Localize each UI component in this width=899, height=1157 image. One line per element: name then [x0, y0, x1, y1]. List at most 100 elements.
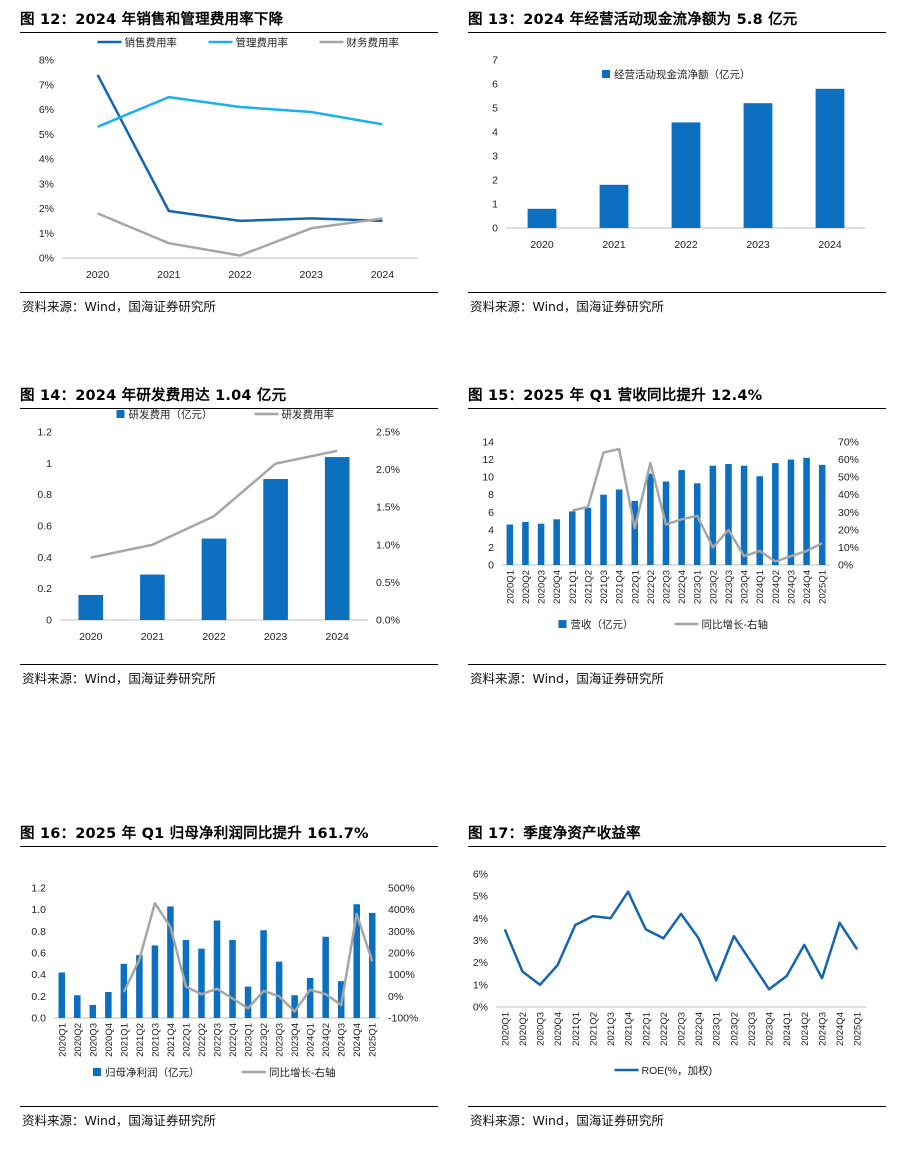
- source-note: 资料来源：Wind，国海证券研究所: [22, 1113, 216, 1128]
- x-tick-label: 2021Q2: [588, 1012, 599, 1046]
- y2-tick-label: 60%: [838, 454, 859, 466]
- bar: [263, 479, 288, 620]
- title-rule: [20, 32, 438, 33]
- y-tick-label: 1.0: [31, 904, 46, 916]
- x-tick-label: 2022Q3: [677, 1012, 688, 1046]
- x-tick-label: 2023Q4: [740, 570, 751, 604]
- y-tick-label: 0: [488, 560, 494, 572]
- x-tick-label: 2022Q3: [213, 1023, 224, 1057]
- bar: [58, 972, 66, 1018]
- bar: [709, 465, 717, 565]
- x-tick-label: 2020Q4: [553, 1012, 564, 1046]
- x-tick-label: 2022Q1: [641, 1012, 652, 1046]
- y2-tick-label: 200%: [388, 948, 415, 960]
- source-rule: [20, 664, 438, 665]
- y-tick-label: 0: [492, 223, 498, 235]
- x-tick-label: 2023: [264, 631, 288, 643]
- y-tick-label: 2%: [39, 203, 54, 215]
- y-tick-label: 1: [492, 199, 498, 211]
- bar: [182, 940, 190, 1018]
- y2-tick-label: 300%: [388, 926, 415, 938]
- bar: [631, 500, 639, 565]
- y2-tick-label: 0%: [388, 991, 403, 1003]
- x-tick-label: 2023Q3: [275, 1023, 286, 1057]
- x-tick-label: 2024: [818, 239, 842, 251]
- y-tick-label: 0: [46, 615, 52, 627]
- y-tick-label: 1: [46, 458, 52, 470]
- source-note: 资料来源：Wind，国海证券研究所: [470, 671, 664, 686]
- x-tick-label: 2022Q4: [694, 1012, 705, 1046]
- figure-13: 图 13：2024 年经营活动现金流净额为 5.8 亿元 0 1 2 3 4 5 6 7 202…: [468, 8, 886, 318]
- x-tick-label: 2024Q3: [337, 1023, 348, 1057]
- source-rule: [468, 292, 886, 293]
- chart-12: 0% 1% 2% 3% 4% 5% 6% 7% 8% 2020 2021 2022 2023 2024 销售…: [39, 36, 418, 281]
- bar: [198, 948, 205, 1018]
- y-tick-label: 0.2: [31, 991, 46, 1003]
- bar: [787, 459, 795, 565]
- x-tick-label: 2020Q2: [518, 1012, 529, 1046]
- x-tick-label: 2021: [157, 269, 181, 281]
- x-tick-label: 2024Q4: [835, 1012, 846, 1046]
- figure-15: 图 15：2025 年 Q1 营收同比提升 12.4% 0 2 4 6 8 10 12 14 0…: [468, 384, 886, 694]
- y2-tick-label: 10%: [838, 542, 859, 554]
- y2-tick-label: 20%: [838, 524, 859, 536]
- x-tick-label: 2024Q3: [817, 1012, 828, 1046]
- source-rule: [20, 1106, 438, 1107]
- x-tick-label: 2023Q2: [708, 570, 719, 604]
- bar: [803, 457, 810, 565]
- source-note: 资料来源：Wind，国海证券研究所: [470, 1113, 664, 1128]
- y-tick-label: 7: [492, 55, 498, 67]
- x-tick-label: 2021Q2: [583, 570, 594, 604]
- x-tick-label: 2025Q1: [368, 1023, 379, 1057]
- y-tick-label: 6: [492, 79, 498, 91]
- bar: [537, 523, 545, 565]
- series-line: [90, 449, 338, 559]
- bar: [599, 184, 629, 228]
- bar: [291, 995, 298, 1018]
- bar: [167, 906, 174, 1018]
- y-tick-label: 8%: [39, 55, 54, 67]
- legend-label: 管理费用率: [236, 36, 289, 49]
- source-rule: [468, 1106, 886, 1107]
- x-tick-label: 2024Q4: [802, 570, 813, 604]
- bar: [74, 995, 81, 1018]
- y-tick-label: 0%: [473, 1002, 488, 1014]
- source-note: 资料来源：Wind，国海证券研究所: [22, 671, 216, 686]
- figure-title: 图 16：2025 年 Q1 归母净利润同比提升 161.7%: [20, 826, 369, 842]
- title-rule: [468, 32, 886, 33]
- series-line: [97, 95, 383, 128]
- x-tick-label: 2020: [86, 269, 110, 281]
- y-tick-label: 0.6: [37, 521, 52, 533]
- bar: [818, 464, 826, 565]
- y-tick-label: 5: [492, 103, 498, 115]
- x-tick-label: 2024Q2: [321, 1023, 332, 1057]
- x-tick-label: 2021Q1: [568, 570, 579, 604]
- y-tick-label: 1%: [39, 228, 54, 240]
- x-tick-label: 2024Q1: [306, 1023, 317, 1057]
- bar: [522, 521, 529, 565]
- y2-tick-label: 0%: [838, 560, 853, 572]
- legend-label: 营收（亿元）: [571, 618, 634, 631]
- x-tick-label: 2020: [530, 239, 554, 251]
- bar: [368, 912, 376, 1018]
- x-tick-label: 2021Q2: [135, 1023, 146, 1057]
- bar: [213, 920, 221, 1018]
- chart-13: 0 1 2 3 4 5 6 7 2020 2021 2022 2023 2024 经营活动现金流净额（亿元…: [492, 55, 866, 251]
- y-tick-label: 6: [488, 507, 494, 519]
- x-tick-label: 2020Q4: [552, 570, 563, 604]
- legend-swatch: [558, 620, 567, 628]
- x-tick-label: 2022: [228, 269, 252, 281]
- y-tick-label: 0.8: [31, 926, 46, 938]
- y2-tick-label: 70%: [838, 437, 859, 449]
- y2-tick-label: 1.0%: [376, 539, 400, 551]
- bar: [324, 457, 350, 620]
- legend-label: 同比增长-右轴: [702, 618, 769, 631]
- figure-17: 图 17：季度净资产收益率 0% 1% 2% 3% 4% 5% 6% 2020Q1 2020Q2…: [468, 822, 886, 1132]
- y2-tick-label: 50%: [838, 472, 859, 484]
- bar: [275, 961, 283, 1018]
- bar: [322, 936, 329, 1018]
- figure-12: 图 12：2024 年销售和管理费用率下降 0% 1% 2% 3% 4% 5% 6% 7% 8%…: [20, 8, 438, 318]
- x-tick-label: 2023Q2: [729, 1012, 740, 1046]
- x-tick-label: 2021Q3: [606, 1012, 617, 1046]
- chart-14: 0 0.2 0.4 0.6 0.8 1 1.2 0.0% 0.5% 1.0% 1.5% 2.0% 2.5…: [37, 408, 400, 643]
